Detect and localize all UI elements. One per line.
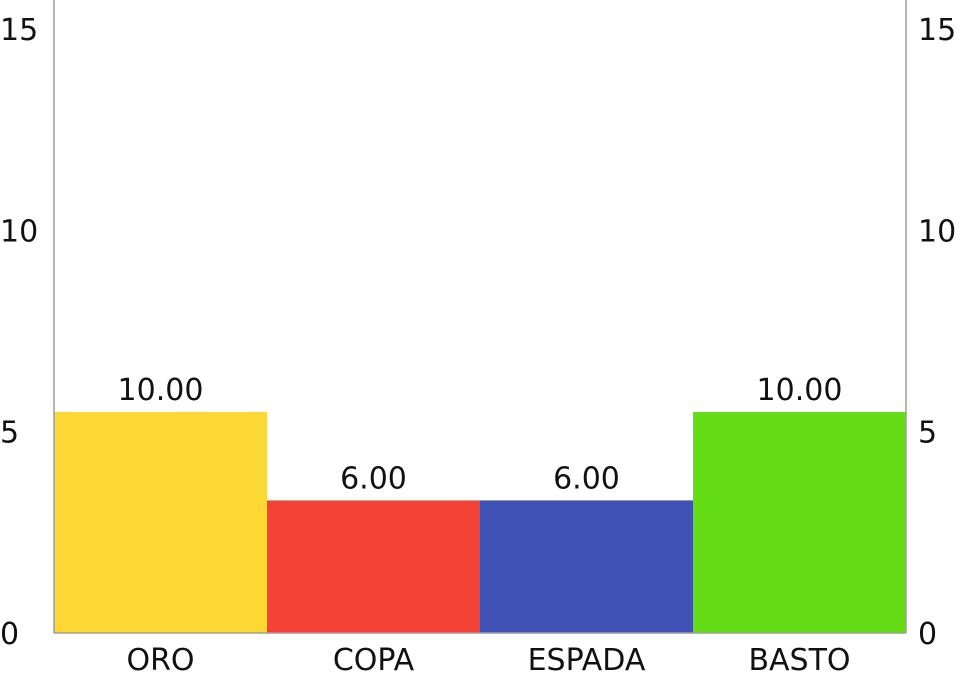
value-label-espada: 6.00 [553, 461, 620, 496]
bars-group [54, 412, 906, 633]
bar-espada [480, 500, 693, 633]
right-tick-label: 0 [918, 617, 937, 652]
left-tick-label: 10 [0, 214, 38, 249]
category-label-espada: ESPADA [528, 643, 646, 678]
value-label-oro: 10.00 [118, 373, 204, 408]
value-labels-group: 10.00 6.00 6.00 10.00 [118, 373, 843, 496]
category-label-oro: ORO [126, 643, 194, 678]
right-tick-labels: 0 5 10 15 [918, 13, 956, 652]
value-label-copa: 6.00 [340, 461, 407, 496]
category-label-copa: COPA [333, 643, 415, 678]
value-label-basto: 10.00 [757, 373, 843, 408]
right-tick-label: 10 [918, 214, 956, 249]
left-tick-label: 0 [0, 617, 19, 652]
bar-basto [693, 412, 906, 633]
category-labels: ORO COPA ESPADA BASTO [126, 643, 850, 678]
right-tick-label: 5 [918, 416, 937, 451]
category-label-basto: BASTO [748, 643, 850, 678]
axes-group [53, 0, 907, 634]
left-tick-label: 5 [0, 416, 19, 451]
bar-copa [267, 500, 480, 633]
left-tick-label: 15 [0, 13, 38, 48]
bar-oro [54, 412, 267, 633]
right-tick-label: 15 [918, 13, 956, 48]
left-tick-labels: 0 5 10 15 [0, 13, 38, 652]
